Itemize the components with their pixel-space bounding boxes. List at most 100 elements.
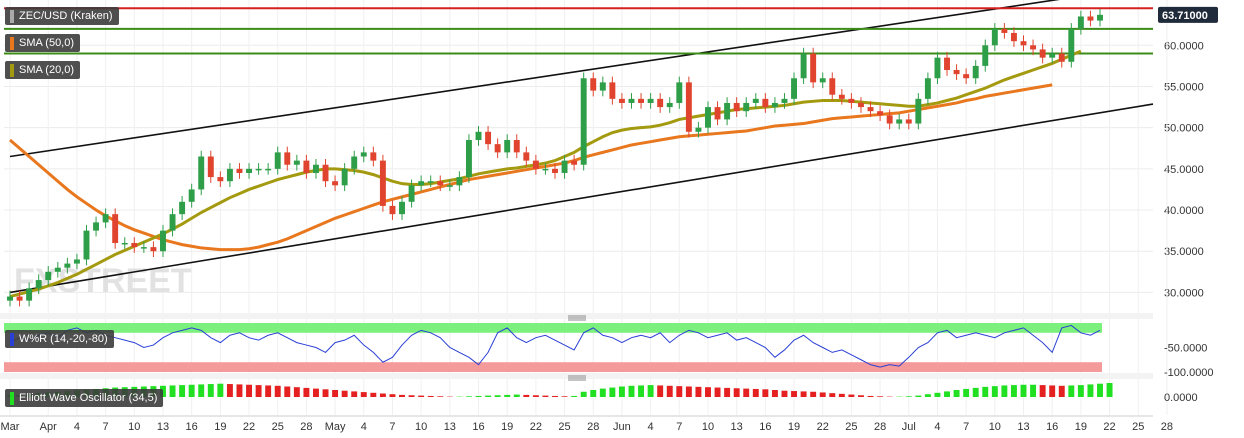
wr-y-tick-label: -100.0000 [1164,367,1214,379]
candle-down [838,94,845,99]
wr-swatch [10,333,14,346]
candle-up [246,168,252,173]
ewo-bar [724,387,731,397]
candle-up [179,201,186,215]
candle-up [819,78,826,83]
ewo-bar [982,386,989,397]
y-tick-label: 30.0000 [1164,287,1204,299]
channel-lower-line [9,103,1154,294]
candle-down [494,144,501,153]
candle-down [877,111,884,116]
candle-down [1030,45,1037,50]
ewo-bar [418,395,425,397]
candle-down [389,205,396,215]
ewo-bar [829,393,836,397]
x-tick-label: 16 [1046,421,1058,433]
candle-down [1087,16,1094,21]
candle-up [456,177,463,186]
candle-down [217,177,224,182]
ewo-bar [226,384,233,397]
candle-up [972,65,979,79]
channel-upper-line [9,0,1060,158]
wr-y-tick-label: -50.0000 [1164,343,1207,355]
x-tick-label: 10 [128,421,140,433]
ewo-bar [427,395,434,397]
ewo-bar [303,387,310,397]
x-tick-label: 28 [874,421,886,433]
ewo-bar [236,384,243,397]
ewo-bar [523,394,530,397]
candle-down [332,181,339,186]
candle-up [752,98,759,103]
ewo-bar [838,393,845,397]
candle-down [532,160,539,169]
candle-down [207,156,214,178]
x-tick-label: 28 [300,421,312,433]
x-tick-label: Jun [613,421,631,433]
candle-down [552,168,558,173]
ewo-bar [265,385,272,397]
ewo-bar [743,388,750,397]
x-tick-label: 19 [214,421,226,433]
price-badge-label: 63.71000 [1162,10,1208,22]
ewo-bar [1001,385,1008,397]
candle-down [150,247,157,252]
candle-down [848,98,855,103]
candle-up [724,102,731,120]
candle-up [800,53,807,79]
candle-down [303,160,310,173]
ewo-bar [465,396,472,397]
ewo-bar [924,394,931,397]
candle-up [1049,53,1056,58]
candle-down [1058,53,1065,62]
candle-down [905,119,912,124]
watermark: FXSTREET [14,262,192,300]
ewo-bar [628,385,635,397]
x-tick-label: 16 [472,421,484,433]
ewo-bar [1058,385,1065,397]
candle-up [676,82,683,103]
candle-up [274,152,281,169]
x-tick-label: 16 [759,421,771,433]
candle-down [437,181,444,186]
ewo-bar [810,391,817,397]
ewo-bar [370,392,377,397]
candle-up [695,127,702,132]
candle-up [705,107,711,128]
candle-down [379,160,386,206]
candle-down [657,98,664,108]
candle-up [341,168,348,186]
candle-up [399,201,405,215]
candle-down [236,168,243,173]
candle-down [618,98,625,103]
candle-up [169,214,176,231]
ewo-bar [207,384,214,397]
candle-up [7,296,13,301]
candle-up [982,45,989,66]
ewo-bar [475,395,482,397]
x-tick-label: 22 [530,421,542,433]
x-tick-label: Jul [902,421,916,433]
ewo-bar [848,394,855,397]
candle-up [991,28,998,46]
candle-up [188,189,195,202]
candle-up [896,119,903,124]
ewo-bar [1068,385,1075,397]
ewo-bar [379,393,386,397]
ewo-bar [791,391,797,397]
ewo-bar [781,390,788,397]
x-tick-label: 13 [157,421,169,433]
candle-down [370,152,377,161]
x-tick-label: 4 [934,421,940,433]
wr-oversold-band [4,362,1102,372]
wr-line [9,324,1101,368]
candle-down [886,115,893,124]
candle-down [829,78,836,95]
x-tick-label: 7 [389,421,395,433]
ewo-bar [332,390,339,397]
y-tick-label: 35.0000 [1164,246,1204,258]
x-tick-label: 10 [702,421,714,433]
ewo-bar [274,385,281,397]
candle-up [504,140,511,153]
x-tick-label: 28 [587,421,599,433]
